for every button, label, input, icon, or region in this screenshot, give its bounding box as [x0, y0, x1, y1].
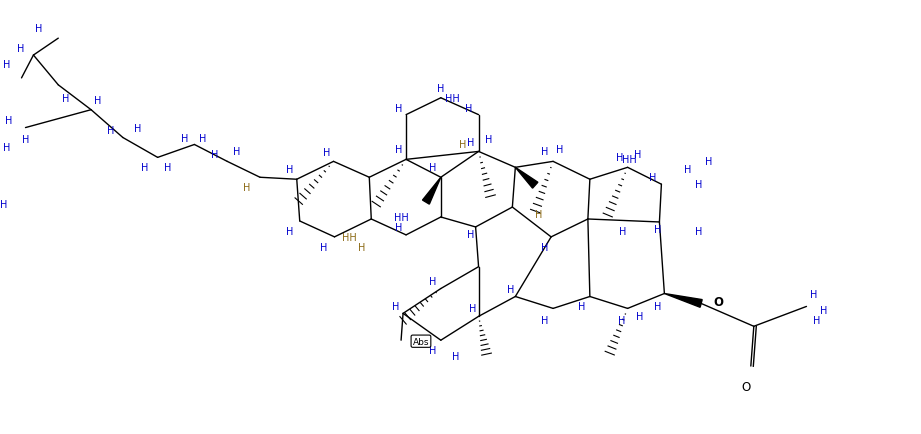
Text: H: H: [141, 163, 148, 173]
Text: HH: HH: [342, 232, 356, 242]
Text: H: H: [0, 200, 7, 210]
Text: H: H: [484, 135, 492, 145]
Text: H: H: [164, 163, 171, 173]
Text: H: H: [17, 44, 24, 54]
Text: H: H: [683, 165, 691, 175]
Text: HH: HH: [623, 155, 637, 165]
Text: Abs: Abs: [413, 337, 429, 346]
Text: H: H: [459, 140, 466, 150]
Text: H: H: [542, 242, 549, 252]
Text: H: H: [534, 210, 542, 220]
Text: H: H: [812, 316, 820, 326]
Text: H: H: [181, 133, 188, 143]
Text: H: H: [5, 115, 12, 125]
Text: H: H: [107, 125, 114, 135]
Text: H: H: [542, 316, 549, 326]
Text: H: H: [62, 94, 69, 104]
Text: H: H: [243, 183, 251, 193]
Text: H: H: [357, 242, 365, 252]
Text: H: H: [635, 312, 643, 322]
Text: H: H: [395, 222, 402, 232]
Text: H: H: [695, 180, 703, 190]
Text: H: H: [3, 60, 10, 70]
Text: H: H: [452, 351, 460, 361]
Text: H: H: [320, 242, 327, 252]
Text: H: H: [429, 276, 437, 286]
Text: H: H: [654, 224, 661, 234]
Text: H: H: [199, 133, 206, 143]
Text: H: H: [820, 306, 827, 316]
Text: H: H: [429, 345, 437, 355]
Text: H: H: [469, 304, 476, 314]
Text: HH: HH: [393, 213, 408, 223]
Text: H: H: [616, 153, 624, 163]
Text: H: H: [134, 123, 142, 133]
Text: H: H: [507, 284, 514, 294]
Text: H: H: [634, 150, 641, 160]
Polygon shape: [516, 168, 538, 189]
Text: H: H: [618, 316, 625, 326]
Text: H: H: [654, 302, 661, 312]
Text: O: O: [713, 295, 723, 308]
Text: H: H: [810, 289, 817, 299]
Text: H: H: [392, 302, 400, 312]
Text: H: H: [437, 84, 445, 94]
Text: H: H: [323, 148, 331, 158]
Text: HH: HH: [446, 94, 460, 104]
Text: H: H: [286, 227, 294, 237]
Text: H: H: [233, 147, 240, 157]
Text: H: H: [22, 135, 29, 145]
Text: H: H: [695, 227, 703, 237]
Text: H: H: [465, 103, 472, 113]
Polygon shape: [664, 294, 702, 308]
Text: H: H: [211, 150, 218, 160]
Text: H: H: [467, 229, 474, 239]
Text: H: H: [619, 227, 626, 237]
Text: H: H: [542, 147, 549, 157]
Text: H: H: [467, 138, 474, 148]
Text: H: H: [35, 24, 42, 34]
Text: H: H: [94, 95, 101, 105]
Text: H: H: [286, 165, 294, 175]
Text: H: H: [395, 103, 402, 113]
Text: H: H: [395, 145, 402, 155]
Text: H: H: [578, 302, 586, 312]
Text: H: H: [429, 163, 437, 173]
Text: H: H: [705, 157, 713, 167]
Polygon shape: [423, 178, 441, 205]
Text: O: O: [741, 380, 751, 393]
Text: H: H: [3, 143, 10, 153]
Text: H: H: [556, 145, 564, 155]
Text: H: H: [648, 173, 656, 183]
